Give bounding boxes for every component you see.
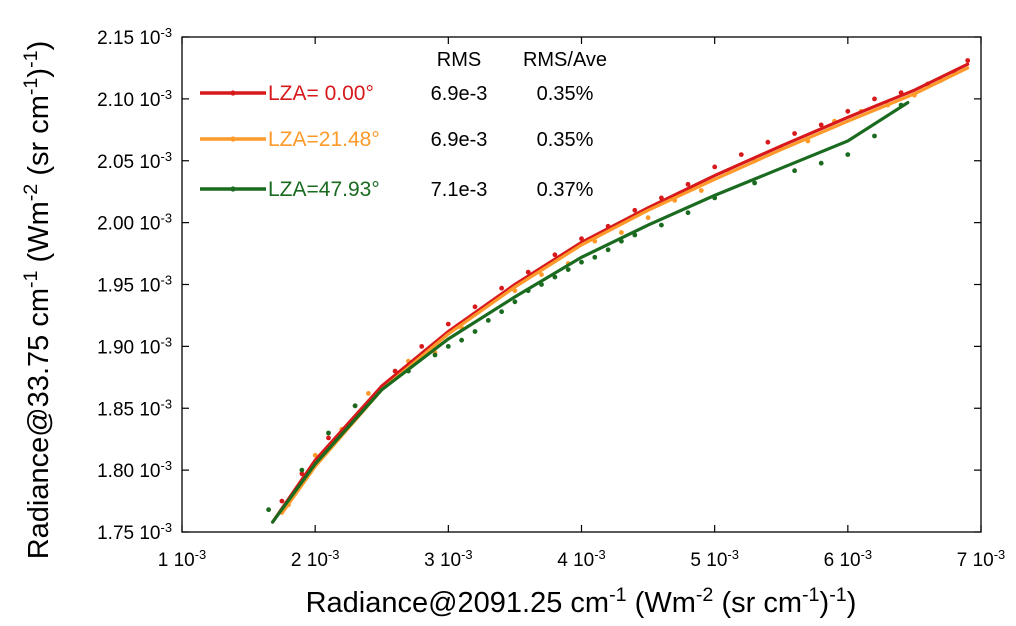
data-point [645,215,651,221]
x-tick-label: 1 10-3 [158,547,206,572]
y-tick-label: 1.95 10-3 [97,272,172,297]
x-tick-label: 6 10-3 [824,547,872,572]
data-point [459,337,464,343]
series-1-fit-line [271,62,970,524]
data-point [698,188,704,193]
table-header-rms: RMS [437,49,481,71]
data-point [279,498,285,504]
data-point [539,272,544,277]
axis-titles: Radiance@2091.25 cm-1 (Wm-2 (sr cm-1)-1)… [20,41,856,619]
rms-table: RMS RMS/Ave 6.9e-3 0.35% 6.9e-3 0.35% 7.1e-3 0.… [431,49,607,201]
data-point [352,403,358,409]
data-point [845,108,851,114]
data-point [872,133,877,139]
rms-ave-value: 0.35% [537,83,594,105]
rms-value: 6.9e-3 [431,129,488,151]
legend-label: LZA=47.93° [268,178,380,201]
y-tick-label: 1.80 10-3 [97,458,172,483]
series-3-points [266,102,904,513]
x-tick-label: 4 10-3 [557,547,605,572]
legend: LZA= 0.00° LZA=21.48° LZA=47.93° [200,82,380,201]
data-point [499,285,504,291]
legend-item-2: LZA=21.48° [200,128,380,151]
data-point [485,318,491,323]
legend-item-3: LZA=47.93° [200,178,380,201]
data-point [499,309,504,315]
data-point [326,435,331,441]
y-axis-title: Radiance@33.75 cm-1 (Wm-2 (sr cm-1)-1) [20,41,55,560]
y-tick-label: 2.10 10-3 [97,86,172,111]
data-point [525,269,531,275]
data-point [552,252,558,258]
data-point [632,207,638,213]
data-point [818,160,824,166]
data-point [685,210,691,216]
data-point [419,344,425,349]
data-point [579,236,584,242]
y-tick-label: 1.85 10-3 [97,396,172,421]
y-tick-label: 1.75 10-3 [97,520,172,545]
legend-marker [230,136,236,142]
legend-marker [230,186,236,192]
data-point [619,230,624,235]
series-1-points [279,58,971,504]
data-point [965,58,971,63]
data-point [432,352,438,358]
data-points-layer [266,58,971,513]
data-point [738,152,744,158]
x-tick-label: 5 10-3 [690,547,738,572]
data-point [552,274,558,280]
legend-label: LZA= 0.00° [268,82,374,105]
rms-ave-value: 0.37% [537,179,594,201]
rms-ave-value: 0.35% [537,129,594,151]
data-point [512,299,518,305]
fit-lines-layer [271,62,970,524]
series-3-fit-line [271,101,910,524]
data-point [792,131,797,136]
y-tick-label: 2.00 10-3 [97,210,172,235]
x-tick-label: 7 10-3 [957,547,1005,572]
data-point [472,329,478,334]
y-tick-label: 2.15 10-3 [97,25,172,50]
tick-labels-layer: 1 10-3 2 10-3 3 10-3 4 10-3 5 10-3 6 10-3 7 10… [97,25,1005,572]
data-point [685,181,691,187]
rms-value: 6.9e-3 [431,83,488,105]
data-point [659,222,664,228]
legend-item-1: LZA= 0.00° [200,82,374,105]
legend-marker [230,90,236,96]
x-axis-title: Radiance@2091.25 cm-1 (Wm-2 (sr cm-1)-1) [306,584,857,619]
y-tick-label: 2.05 10-3 [97,148,172,173]
x-tick-label: 3 10-3 [424,547,472,572]
series-2-fit-line [280,66,970,515]
data-point [326,430,331,436]
data-point [366,391,371,396]
data-point [266,507,271,513]
data-point [712,164,718,170]
data-point [765,139,771,145]
data-point [445,321,451,327]
data-point [792,168,797,174]
data-point [872,96,877,102]
data-point [605,247,611,253]
y-tick-label: 1.90 10-3 [97,334,172,359]
data-point [845,152,851,158]
data-point [565,267,571,272]
data-point [592,254,598,260]
x-tick-label: 2 10-3 [291,547,339,572]
data-point [445,344,451,349]
legend-label: LZA=21.48° [268,128,380,151]
data-point [579,259,584,265]
ticks-layer [181,36,982,533]
data-point [299,467,305,473]
data-point [818,122,824,128]
table-header-rms-ave: RMS/Ave [523,49,607,71]
data-point [752,180,757,186]
rms-value: 7.1e-3 [431,179,488,201]
data-point [472,304,478,310]
